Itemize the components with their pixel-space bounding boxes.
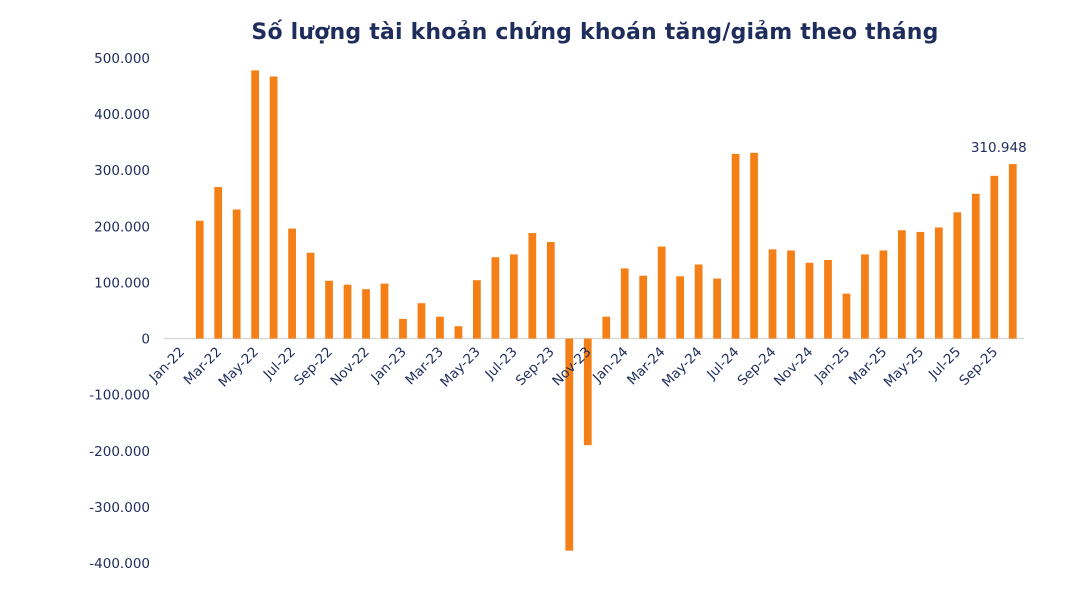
bar: [731, 153, 740, 339]
bar: [473, 280, 481, 339]
bar: [750, 152, 758, 339]
x-tick-label: Jan-22: [146, 344, 188, 386]
y-tick-label: -100.000: [89, 388, 150, 404]
bar: [509, 254, 518, 339]
y-tick-label: 200.000: [94, 219, 150, 235]
bar: [953, 212, 962, 339]
bar: [694, 264, 703, 339]
bar: [824, 260, 832, 339]
bar: [325, 280, 333, 339]
bar: [362, 289, 370, 339]
y-tick-label: 500.000: [94, 51, 150, 67]
bar: [251, 70, 260, 339]
bar: [639, 275, 648, 339]
bar: [971, 193, 980, 339]
bar: [602, 316, 611, 339]
bar: [195, 220, 204, 339]
bar: [916, 231, 925, 339]
x-tick-label: Sep-22: [291, 344, 336, 389]
x-tick-label: Nov-24: [771, 344, 816, 389]
y-tick-label: 100.000: [94, 275, 150, 291]
bar: [583, 338, 592, 446]
bar: [620, 268, 629, 339]
bar: [417, 303, 426, 339]
bar: [990, 175, 999, 339]
bar: [805, 262, 814, 339]
x-tick-label: Sep-24: [734, 344, 779, 389]
x-tick-label: Jan-25: [811, 344, 853, 386]
bar: [343, 284, 352, 339]
bar: [491, 257, 500, 339]
y-tick-label: 0: [141, 332, 150, 348]
y-tick-label: -300.000: [89, 500, 150, 516]
bar: [214, 187, 223, 339]
x-tick-label: May-24: [659, 344, 705, 390]
chart-title: Số lượng tài khoản chứng khoán tăng/giảm…: [251, 20, 939, 45]
x-tick-label: May-23: [437, 344, 483, 390]
bar: [934, 227, 943, 339]
bar: [713, 278, 721, 339]
data-label: 310.948: [971, 140, 1027, 156]
y-tick-label: -400.000: [89, 556, 150, 572]
bar: [232, 209, 241, 339]
x-tick-label: Nov-22: [328, 344, 373, 389]
x-tick-label: Jan-24: [589, 344, 631, 386]
bar: [657, 246, 666, 339]
bar: [861, 254, 869, 339]
bar: [787, 250, 795, 339]
bar: [898, 230, 906, 339]
bar: [399, 318, 407, 339]
bar: [565, 338, 574, 551]
y-tick-label: 300.000: [94, 163, 150, 179]
bar: [454, 326, 463, 339]
bar: [380, 283, 389, 339]
y-tick-label: -200.000: [89, 444, 150, 460]
x-tick-label: May-22: [215, 344, 261, 390]
bar: [1008, 164, 1017, 339]
bar: [879, 250, 888, 339]
bar: [842, 293, 851, 339]
bar: [269, 76, 278, 339]
x-tick-label: Sep-23: [513, 344, 558, 389]
x-tick-label: Jan-23: [367, 344, 409, 386]
bar: [768, 249, 777, 339]
bar: [436, 316, 444, 339]
bar: [528, 233, 537, 339]
y-tick-label: 400.000: [94, 107, 150, 123]
bar: [676, 276, 685, 339]
x-tick-label: May-25: [881, 344, 927, 390]
bar: [546, 242, 555, 339]
bar: [288, 228, 296, 339]
x-tick-label: Sep-25: [956, 344, 1001, 389]
bar: [306, 252, 315, 339]
